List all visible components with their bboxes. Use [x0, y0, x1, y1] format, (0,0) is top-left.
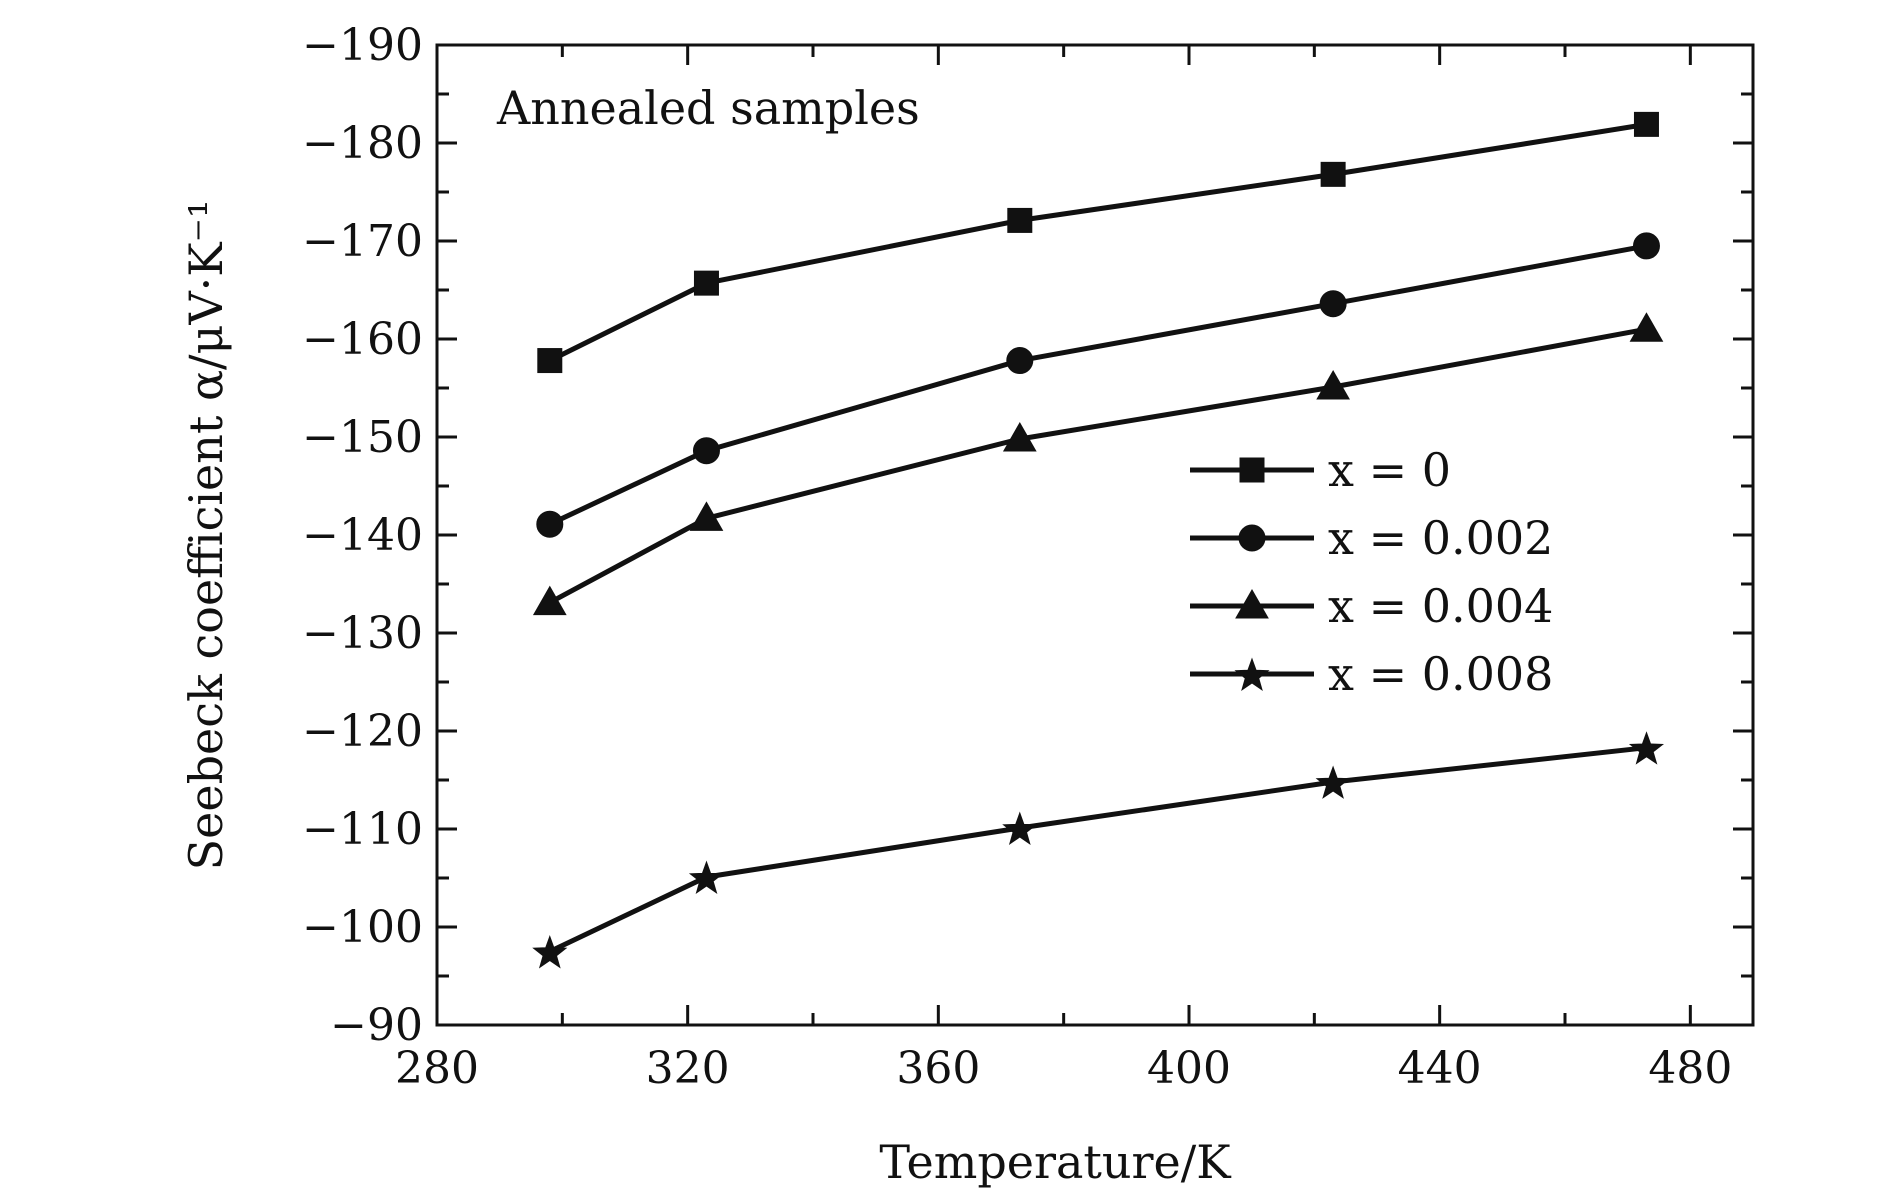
data-point-star — [688, 860, 724, 894]
y-tick-label: −120 — [302, 706, 423, 757]
data-point-square — [1633, 111, 1659, 137]
data-point-circle — [692, 437, 720, 465]
data-point-star — [532, 935, 568, 969]
legend-item: x = 0.002 — [1190, 511, 1553, 565]
series-line-square — [548, 121, 1647, 363]
legend-item: x = 0.008 — [1190, 647, 1553, 701]
legend-label: x = 0.004 — [1328, 579, 1553, 633]
x-axis-title: Temperature/K — [879, 1135, 1232, 1189]
data-point-triangle — [1629, 312, 1664, 342]
series-star — [532, 731, 1664, 969]
data-point-circle — [536, 510, 564, 538]
legend-marker-star — [1234, 657, 1270, 691]
annotation-text: Annealed samples — [496, 81, 920, 135]
legend-label: x = 0.008 — [1328, 647, 1553, 701]
legend-marker-square — [1239, 457, 1265, 483]
y-tick-label: −170 — [302, 216, 423, 267]
legend-marker-triangle — [1235, 588, 1269, 619]
legend: x = 0 x = 0.002 x = 0.004 x = 0.008 — [1190, 443, 1553, 701]
legend-label: x = 0.002 — [1328, 511, 1553, 565]
axis-ticks — [435, 43, 1753, 1027]
data-point-circle — [1006, 347, 1034, 375]
data-point-star — [1628, 731, 1664, 765]
legend-marker-circle — [1238, 524, 1266, 552]
data-point-circle — [1632, 232, 1660, 260]
axis-tick-labels: 280 320 360 400 440 480 −90 −100 −110 −120 −130 −14… — [302, 20, 1732, 1094]
x-tick-label: 360 — [896, 1043, 980, 1094]
x-tick-label: 320 — [646, 1043, 730, 1094]
y-tick-label: −130 — [302, 608, 423, 659]
y-tick-label: −110 — [302, 804, 423, 855]
legend-item: x = 0.004 — [1190, 579, 1553, 633]
x-tick-label: 280 — [395, 1043, 479, 1094]
y-tick-label: −90 — [330, 1000, 423, 1051]
plot-frame — [435, 43, 1755, 1027]
data-point-circle — [1319, 290, 1347, 318]
y-tick-label: −180 — [302, 118, 423, 169]
y-tick-label: −100 — [302, 902, 423, 953]
x-tick-label: 440 — [1398, 1043, 1482, 1094]
data-point-triangle — [532, 585, 567, 616]
y-tick-label: −160 — [302, 314, 423, 365]
x-tick-label: 480 — [1648, 1043, 1732, 1094]
data-point-square — [537, 348, 563, 374]
x-tick-label: 400 — [1147, 1043, 1231, 1094]
y-tick-label: −150 — [302, 412, 423, 463]
data-point-triangle — [689, 501, 724, 531]
data-point-star — [1315, 765, 1351, 799]
series-layer — [532, 111, 1664, 969]
data-point-square — [1007, 207, 1033, 233]
legend-item: x = 0 — [1190, 443, 1451, 497]
y-tick-label: −140 — [302, 510, 423, 561]
data-point-triangle — [1316, 370, 1350, 400]
data-point-star — [1002, 811, 1038, 845]
series-square — [537, 111, 1659, 374]
series-triangle — [532, 312, 1664, 616]
data-point-triangle — [1002, 421, 1037, 452]
y-axis-title: Seebeck coefficient α/μV·K⁻¹ — [179, 200, 233, 871]
y-tick-label: −190 — [302, 20, 423, 71]
series-line-star — [548, 745, 1647, 954]
legend-label: x = 0 — [1328, 443, 1451, 497]
data-point-square — [1320, 161, 1346, 187]
series-circle — [536, 232, 1660, 538]
data-point-square — [693, 270, 719, 296]
